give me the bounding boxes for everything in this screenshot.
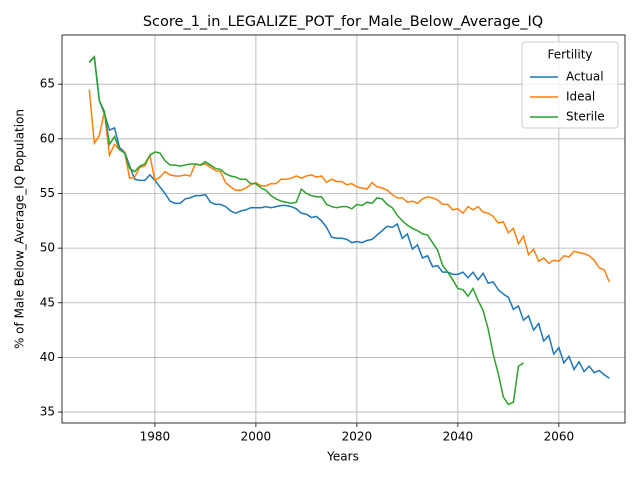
legend-title: Fertility [547,48,592,62]
x-tick-label: 1980 [140,430,171,444]
x-tick-label: 2060 [544,430,575,444]
y-tick-label: 55 [40,186,55,200]
legend-label: Sterile [566,110,605,124]
y-tick-label: 65 [40,77,55,91]
x-tick-label: 2020 [342,430,373,444]
y-axis-label: % of Male Below_Average_IQ Population [13,109,27,349]
data-line [88,55,524,406]
plot-frame [61,34,626,424]
legend-label: Actual [566,70,604,84]
y-tick-label: 60 [40,131,55,145]
legend-label: Ideal [566,90,595,104]
y-tick-label: 50 [40,241,55,255]
x-tick-label: 2000 [241,430,272,444]
y-tick-label: 35 [40,405,55,419]
data-line [88,55,610,379]
y-tick-label: 45 [40,295,55,309]
x-tick-label: 2040 [443,430,474,444]
y-tick-label: 40 [40,350,55,364]
data-line [88,89,611,283]
x-axis-label: Years [326,450,359,464]
legend-box [521,41,619,129]
chart-title: Score_1_in_LEGALIZE_POT_for_Male_Below_A… [143,14,543,30]
